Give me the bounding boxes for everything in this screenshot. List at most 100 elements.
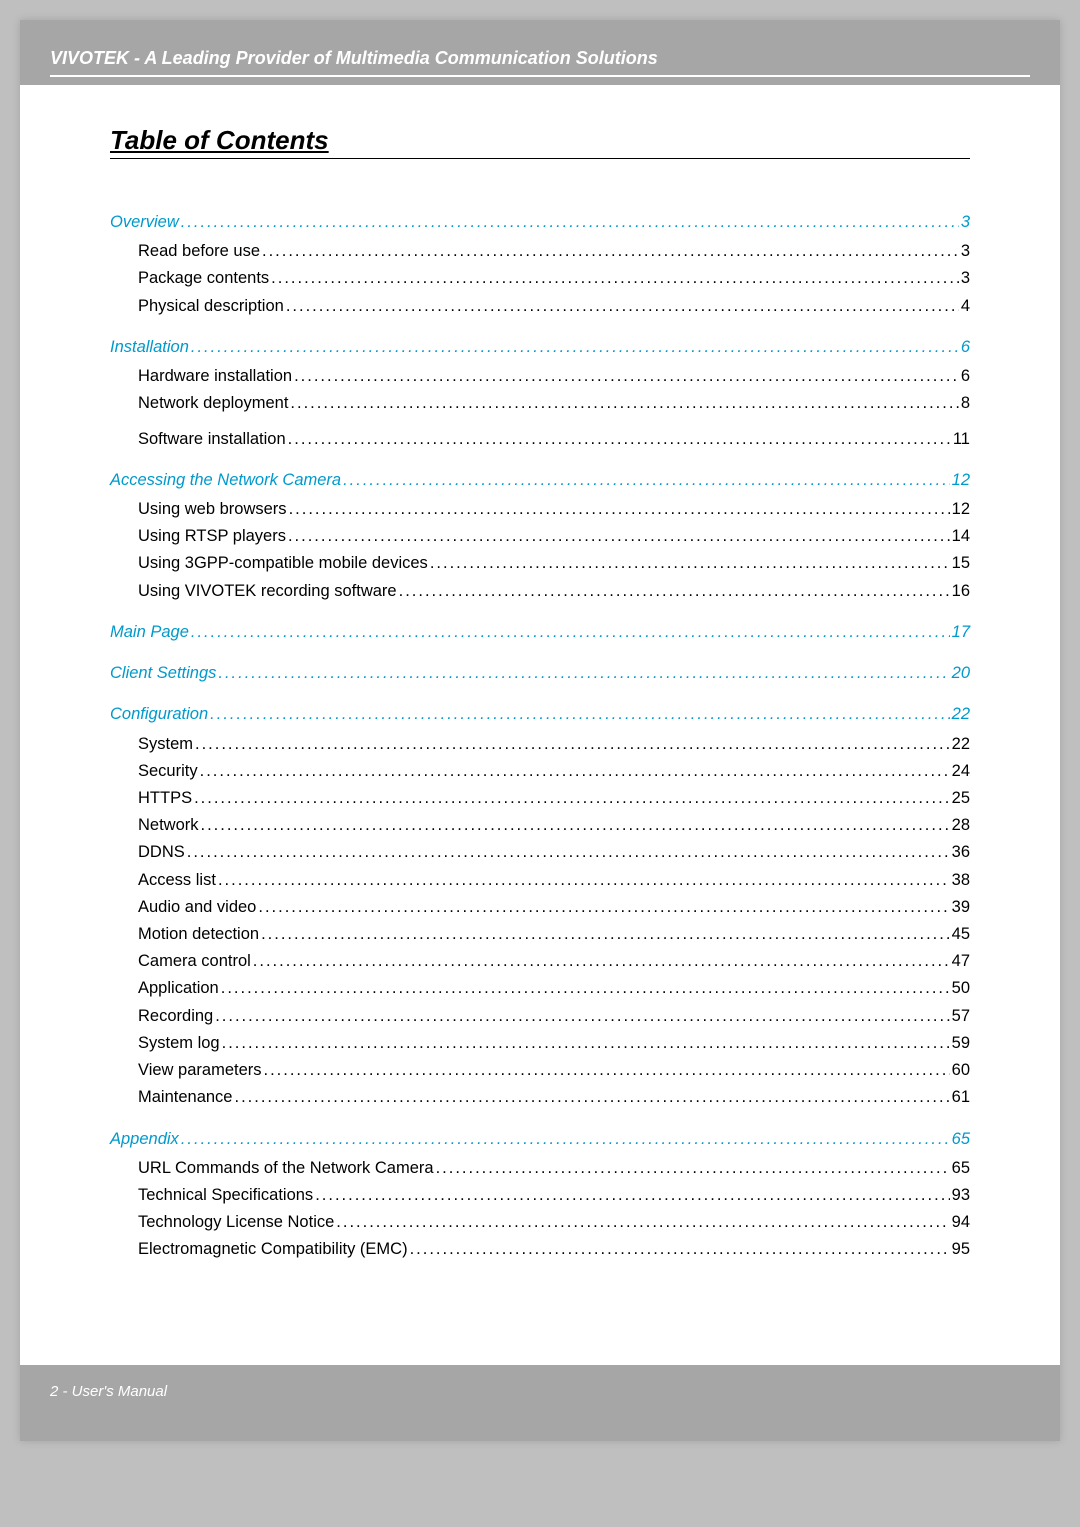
dot-leader bbox=[191, 619, 950, 646]
toc-entry-page: 39 bbox=[952, 894, 970, 921]
dot-leader bbox=[201, 812, 950, 839]
toc-entry-title: Technical Specifications bbox=[138, 1182, 313, 1209]
toc-entry-page: 3 bbox=[961, 238, 970, 265]
dot-leader bbox=[288, 523, 950, 550]
toc-sub-row: Using VIVOTEK recording software16 bbox=[110, 578, 970, 605]
toc-entry-page: 15 bbox=[952, 550, 970, 577]
toc-entry-page: 57 bbox=[952, 1003, 970, 1030]
toc-entry-title: Network deployment bbox=[138, 390, 288, 417]
toc-sub-row: Electromagnetic Compatibility (EMC) 95 bbox=[110, 1236, 970, 1263]
toc-entry-title: System bbox=[138, 731, 193, 758]
toc-entry-page: 95 bbox=[952, 1236, 970, 1263]
dot-leader bbox=[262, 238, 959, 265]
toc-entry-title: Camera control bbox=[138, 948, 251, 975]
toc-entry-page: 65 bbox=[952, 1126, 970, 1153]
toc-entry-title: Physical description bbox=[138, 293, 284, 320]
toc-sub-row: Physical description 4 bbox=[110, 293, 970, 320]
toc-list: Overview3Read before use3Package content… bbox=[110, 209, 970, 1264]
toc-entry-title: Main Page bbox=[110, 619, 189, 646]
toc-entry-title: Installation bbox=[110, 334, 189, 361]
toc-sub-row: Motion detection 45 bbox=[110, 921, 970, 948]
toc-sub-row: View parameters 60 bbox=[110, 1057, 970, 1084]
toc-entry-page: 65 bbox=[952, 1155, 970, 1182]
toc-entry-title: DDNS bbox=[138, 839, 185, 866]
dot-leader bbox=[215, 1003, 949, 1030]
toc-entry-title: Application bbox=[138, 975, 219, 1002]
dot-leader bbox=[194, 785, 950, 812]
toc-entry-title: System log bbox=[138, 1030, 220, 1057]
toc-entry-page: 6 bbox=[961, 334, 970, 361]
page-content: Table of Contents Overview3Read before u… bbox=[20, 85, 1060, 1365]
toc-sub-row: Using 3GPP-compatible mobile devices 15 bbox=[110, 550, 970, 577]
toc-entry-title: Security bbox=[138, 758, 198, 785]
dot-leader bbox=[210, 701, 949, 728]
dot-leader bbox=[290, 390, 958, 417]
toc-entry-page: 45 bbox=[952, 921, 970, 948]
toc-entry-title: Electromagnetic Compatibility (EMC) bbox=[138, 1236, 408, 1263]
toc-entry-title: Overview bbox=[110, 209, 179, 236]
toc-entry-title: Using RTSP players bbox=[138, 523, 286, 550]
toc-title-text: Table of Contents bbox=[110, 125, 329, 155]
toc-section-row[interactable]: Main Page17 bbox=[110, 619, 970, 646]
dot-leader bbox=[181, 1126, 950, 1153]
toc-section-row[interactable]: Overview3 bbox=[110, 209, 970, 236]
toc-sub-row: Network deployment8 bbox=[110, 390, 970, 417]
page-header-bar: VIVOTEK - A Leading Provider of Multimed… bbox=[20, 20, 1060, 85]
toc-sub-row: Network28 bbox=[110, 812, 970, 839]
page-footer-bar: 2 - User's Manual bbox=[20, 1365, 1060, 1441]
toc-sub-row: Software installation11 bbox=[110, 426, 970, 453]
dot-leader bbox=[294, 363, 959, 390]
toc-entry-page: 4 bbox=[961, 293, 970, 320]
toc-entry-title: Using web browsers bbox=[138, 496, 287, 523]
toc-sub-row: Technology License Notice94 bbox=[110, 1209, 970, 1236]
toc-entry-page: 38 bbox=[952, 867, 970, 894]
toc-entry-page: 22 bbox=[952, 701, 970, 728]
toc-section-row[interactable]: Client Settings 20 bbox=[110, 660, 970, 687]
toc-section-row[interactable]: Appendix 65 bbox=[110, 1126, 970, 1153]
toc-entry-title: Motion detection bbox=[138, 921, 259, 948]
toc-entry-title: Configuration bbox=[110, 701, 208, 728]
toc-entry-title: HTTPS bbox=[138, 785, 192, 812]
toc-entry-page: 59 bbox=[952, 1030, 970, 1057]
toc-entry-page: 93 bbox=[952, 1182, 970, 1209]
dot-leader bbox=[315, 1182, 949, 1209]
toc-entry-title: Recording bbox=[138, 1003, 213, 1030]
toc-sub-row: Security24 bbox=[110, 758, 970, 785]
dot-leader bbox=[258, 894, 949, 921]
toc-entry-page: 36 bbox=[952, 839, 970, 866]
toc-entry-page: 14 bbox=[952, 523, 970, 550]
toc-entry-title: Client Settings bbox=[110, 660, 216, 687]
dot-leader bbox=[187, 839, 950, 866]
dot-leader bbox=[181, 209, 959, 236]
toc-section-row[interactable]: Accessing the Network Camera12 bbox=[110, 467, 970, 494]
dot-leader bbox=[430, 550, 950, 577]
toc-entry-page: 25 bbox=[952, 785, 970, 812]
toc-sub-row: DDNS 36 bbox=[110, 839, 970, 866]
toc-sub-row: Maintenance61 bbox=[110, 1084, 970, 1111]
dot-leader bbox=[234, 1084, 949, 1111]
toc-sub-row: Audio and video39 bbox=[110, 894, 970, 921]
toc-entry-page: 6 bbox=[961, 363, 970, 390]
dot-leader bbox=[399, 578, 950, 605]
toc-entry-title: Network bbox=[138, 812, 199, 839]
dot-leader bbox=[336, 1209, 949, 1236]
toc-section-row[interactable]: Installation 6 bbox=[110, 334, 970, 361]
toc-entry-page: 60 bbox=[952, 1057, 970, 1084]
dot-leader bbox=[195, 731, 950, 758]
toc-entry-title: Hardware installation bbox=[138, 363, 292, 390]
document-page: VIVOTEK - A Leading Provider of Multimed… bbox=[20, 20, 1060, 1441]
toc-entry-title: Maintenance bbox=[138, 1084, 232, 1111]
dot-leader bbox=[343, 467, 950, 494]
toc-entry-title: Using 3GPP-compatible mobile devices bbox=[138, 550, 428, 577]
toc-entry-title: Software installation bbox=[138, 426, 286, 453]
toc-sub-row: Package contents3 bbox=[110, 265, 970, 292]
dot-leader bbox=[436, 1155, 950, 1182]
dot-leader bbox=[288, 426, 951, 453]
toc-section-row[interactable]: Configuration 22 bbox=[110, 701, 970, 728]
toc-entry-title: Appendix bbox=[110, 1126, 179, 1153]
toc-entry-page: 16 bbox=[952, 578, 970, 605]
toc-entry-page: 20 bbox=[952, 660, 970, 687]
toc-entry-title: View parameters bbox=[138, 1057, 262, 1084]
toc-entry-title: Package contents bbox=[138, 265, 269, 292]
dot-leader bbox=[218, 660, 949, 687]
